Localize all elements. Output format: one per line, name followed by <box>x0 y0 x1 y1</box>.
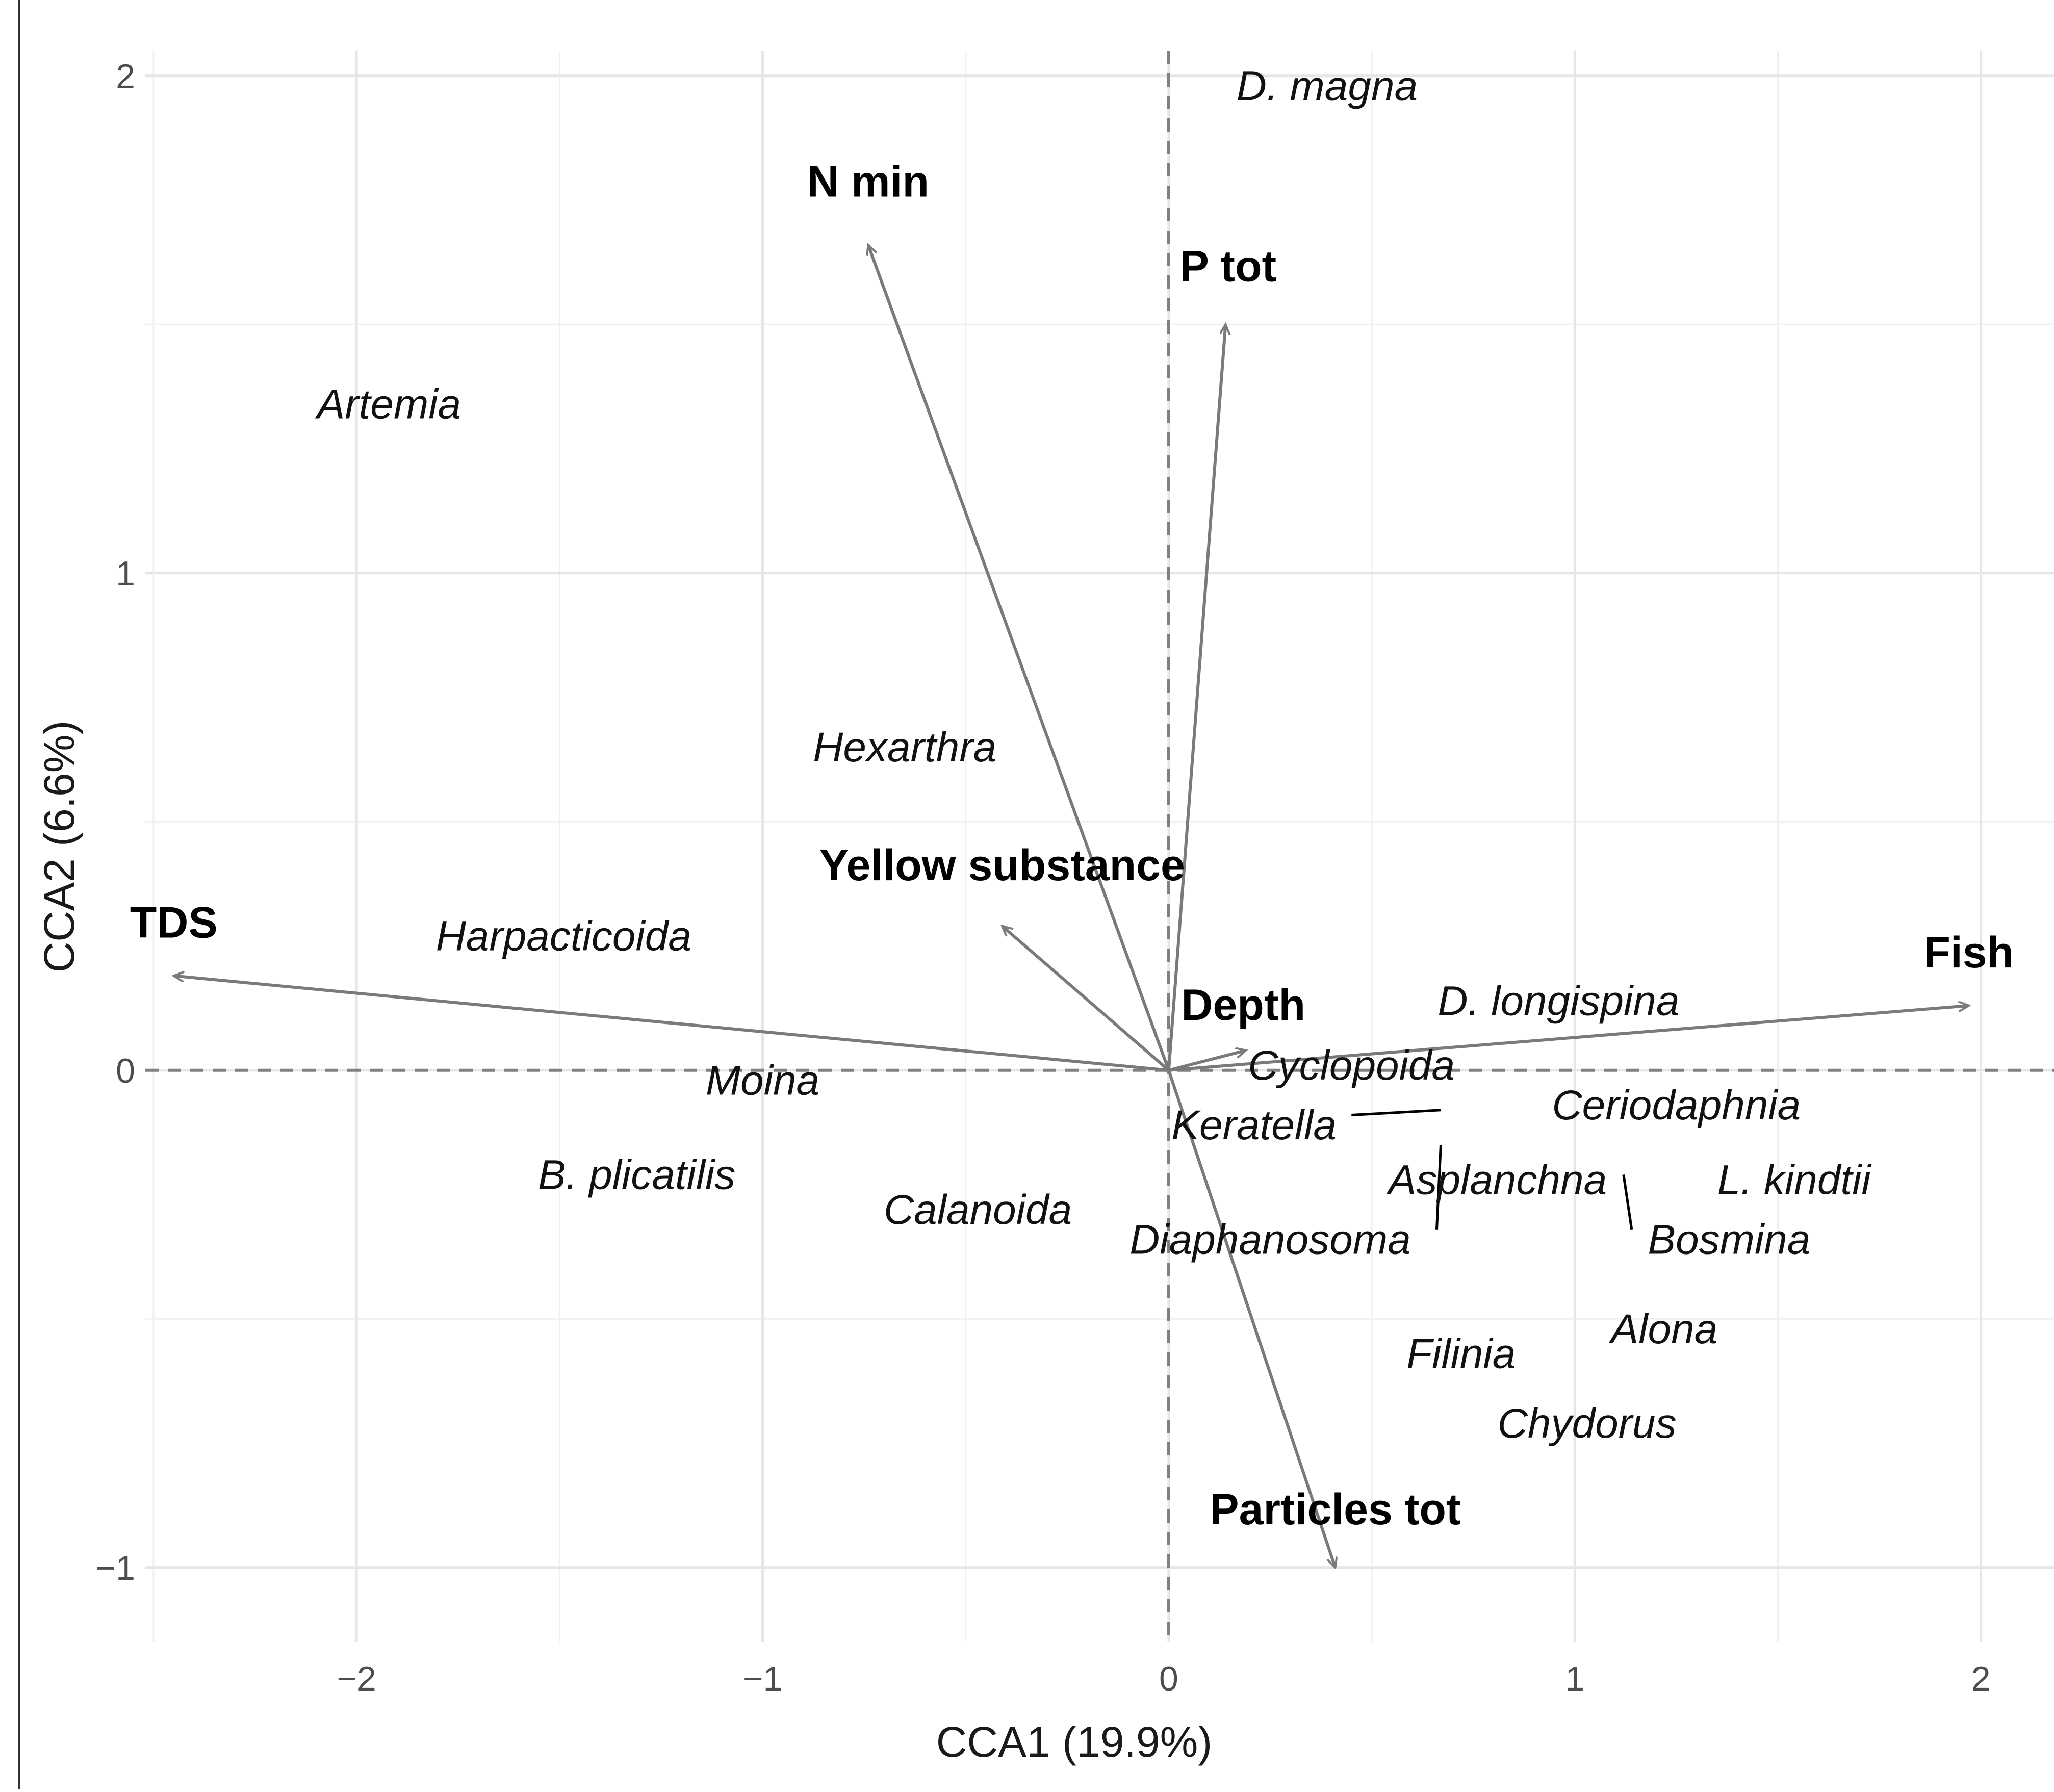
species-label-asplanchna: Asplanchna <box>1386 1157 1607 1203</box>
species-label-artemia: Artemia <box>315 381 461 427</box>
grid-lines <box>145 51 2054 1642</box>
vector-label-depth: Depth <box>1181 981 1305 1030</box>
vector-label-p-tot: P tot <box>1180 242 1277 291</box>
vector-label-yellow-substance: Yellow substance <box>819 841 1185 890</box>
vector-arrow-particles-tot <box>1167 1069 1336 1568</box>
environmental-vectors: N min P tot Yellow substance TDS Fish Depth Pa… <box>130 157 2014 1568</box>
y-tick-label: 0 <box>116 1052 135 1090</box>
vector-arrow-p-tot <box>1167 324 1225 1070</box>
vector-label-fish: Fish <box>1923 928 2014 977</box>
species-label-d-magna: D. magna <box>1237 63 1418 109</box>
x-tick-label: −1 <box>743 1659 783 1698</box>
y-tick-label: 1 <box>116 554 135 593</box>
vector-label-tds: TDS <box>130 899 218 948</box>
species-label-moina: Moina <box>706 1057 819 1104</box>
label-leader-line <box>1622 1174 1633 1230</box>
x-tick-label: 2 <box>1971 1659 1991 1698</box>
species-label-bosmina: Bosmina <box>1648 1216 1810 1263</box>
vector-label-n-min: N min <box>807 157 929 206</box>
species-labels: D. magna Artemia Hexarthra Harpacticoida Moi… <box>315 63 1872 1447</box>
species-label-b-plicatilis: B. plicatilis <box>538 1152 735 1198</box>
species-label-cyclopoida: Cyclopoida <box>1248 1042 1455 1089</box>
species-label-ceriodaphnia: Ceriodaphnia <box>1552 1082 1801 1129</box>
x-axis-title: CCA1 (19.9%) <box>936 1718 1213 1766</box>
x-tick-label: −2 <box>337 1659 376 1698</box>
vector-arrow-depth <box>1168 1051 1246 1072</box>
species-label-harpacticoida: Harpacticoida <box>436 913 691 960</box>
species-label-d-longispina: D. longispina <box>1437 978 1679 1024</box>
vector-arrow-yellow-substance <box>1002 926 1170 1072</box>
axis-ticks: −2 −1 0 1 2 −1 0 1 2 <box>95 57 1990 1698</box>
x-tick-label: 1 <box>1565 1659 1584 1698</box>
species-label-hexarthra: Hexarthra <box>813 724 996 771</box>
species-label-filinia: Filinia <box>1406 1331 1516 1377</box>
species-label-calanoida: Calanoida <box>884 1187 1072 1233</box>
vector-label-particles-tot: Particles tot <box>1210 1485 1460 1534</box>
species-label-chydorus: Chydorus <box>1498 1400 1677 1447</box>
y-axis-title: CCA2 (6.6%) <box>35 721 83 973</box>
reference-lines <box>145 51 2054 1642</box>
vector-arrow-fish <box>1168 1006 1969 1072</box>
label-leader-line <box>1351 1109 1441 1116</box>
species-label-alona: Alona <box>1608 1306 1718 1352</box>
label-leader-line <box>1435 1144 1442 1230</box>
x-tick-label: 0 <box>1159 1659 1178 1698</box>
y-tick-label: −1 <box>95 1549 135 1588</box>
vector-arrow-n-min <box>868 245 1170 1071</box>
vector-arrow-tds <box>174 976 1169 1072</box>
species-label-keratella: Keratella <box>1171 1102 1337 1148</box>
y-tick-label: 2 <box>116 57 135 96</box>
species-label-l-kindtii: L. kindtii <box>1717 1157 1872 1203</box>
species-label-diaphanosoma: Diaphanosoma <box>1129 1216 1411 1263</box>
